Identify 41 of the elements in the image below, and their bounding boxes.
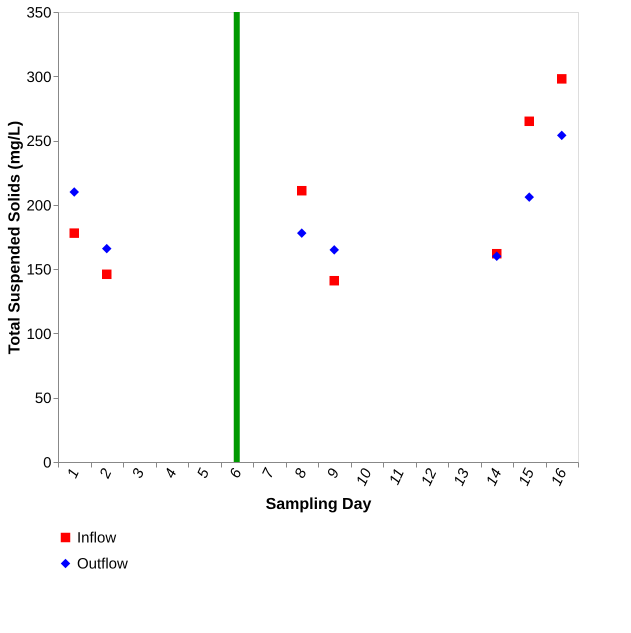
x-tick-label: 2 (96, 466, 116, 482)
y-tick-label: 0 (43, 454, 52, 472)
x-tick-label: 11 (386, 466, 408, 488)
point (297, 228, 306, 238)
point (524, 116, 534, 126)
x-tick-label: 9 (324, 466, 344, 481)
x-tick-label: 13 (450, 466, 474, 488)
point (557, 130, 566, 140)
point (102, 270, 112, 280)
y-tick-label: 150 (26, 262, 52, 279)
y-tick-label: 250 (26, 133, 52, 150)
y-tick-label: 300 (26, 68, 52, 86)
x-axis-title: Sampling Day (266, 496, 372, 513)
x-tick-label: 5 (194, 466, 214, 481)
point (70, 228, 79, 238)
x-tick-label: 12 (418, 466, 441, 488)
x-tick-label: 7 (258, 466, 278, 481)
x-tick-label: 1 (64, 466, 83, 481)
y-axis-title: Total Suspended Solids (mg/L) (6, 120, 24, 354)
y-tick-label: 100 (26, 326, 52, 343)
x-tick-label: 15 (515, 466, 538, 488)
y-tick-label: 50 (34, 390, 52, 408)
y-tick-label: 350 (26, 4, 52, 22)
point (297, 186, 306, 196)
point (70, 187, 79, 197)
x-tick-label: 10 (352, 466, 376, 488)
y-tick-label: 200 (26, 197, 52, 214)
x-tick-label: 14 (482, 466, 506, 488)
point (557, 74, 566, 84)
x-tick-label: 16 (548, 466, 571, 488)
x-tick-label: 6 (226, 466, 246, 481)
x-tick-label: 3 (128, 466, 148, 481)
point (102, 244, 112, 254)
point (492, 252, 502, 262)
point (330, 245, 339, 255)
x-tick-label: 4 (161, 466, 180, 481)
x-tick-label: 8 (291, 466, 311, 481)
legend-label: Outflow (77, 556, 128, 572)
point (524, 192, 534, 202)
point (330, 276, 339, 286)
legend-label: Inflow (77, 530, 116, 546)
